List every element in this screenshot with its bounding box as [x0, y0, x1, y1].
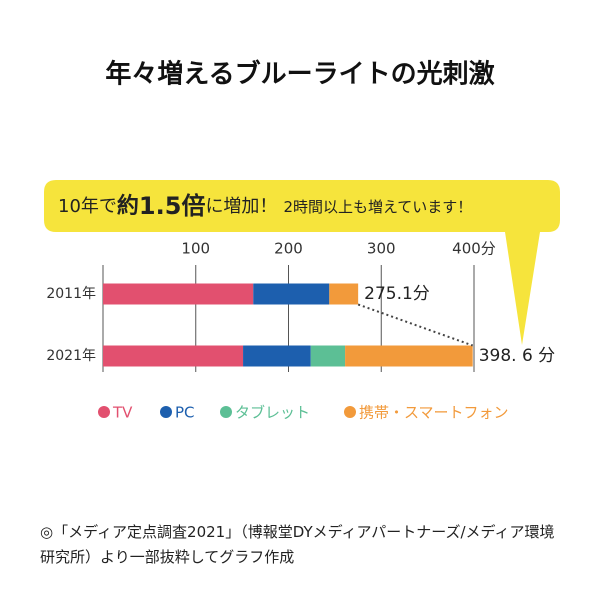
legend-label: PC: [175, 404, 195, 422]
chart-title: 年々増えるブルーライトの光刺激: [105, 59, 494, 90]
legend-marker: [220, 406, 232, 418]
y-tick-label: 2011年: [46, 286, 96, 302]
bar-segment: [253, 283, 330, 305]
callout-text: 10年で約1.5倍に増加！ 2時間以上も増えています！: [58, 192, 472, 220]
callout-part: 1.5倍: [139, 192, 206, 220]
source-note: ◎「メディア定点調査2021」（博報堂DYメディアパートナーズ/メディア環境研究…: [40, 523, 555, 566]
bar-segment: [345, 345, 473, 367]
bar-segment: [310, 345, 346, 367]
callout-part: 約: [117, 193, 139, 219]
bar-segment: [103, 283, 254, 305]
x-tick-label: 200: [274, 240, 303, 258]
total-label: 398. 6 分: [479, 346, 555, 366]
y-tick-label: 2021年: [46, 348, 96, 364]
total-label: 275.1分: [364, 284, 430, 304]
trend-dots: [357, 303, 474, 347]
callout-box: [44, 180, 560, 345]
bar-segment: [329, 283, 359, 305]
legend-marker: [344, 406, 356, 418]
legend-marker: [98, 406, 110, 418]
legend-label: タブレット: [235, 404, 310, 422]
legend-marker: [160, 406, 172, 418]
x-tick-label: 400分: [452, 240, 496, 258]
x-tick-label: 300: [367, 240, 396, 258]
callout-part: に増加！: [205, 196, 277, 217]
bar-segment: [243, 345, 311, 367]
callout-part: 2時間以上も増えています！: [283, 198, 472, 216]
legend-label: TV: [112, 404, 133, 422]
x-tick-label: 100: [181, 240, 210, 258]
legend-label: 携帯・スマートフォン: [359, 404, 509, 422]
bar-segment: [103, 345, 244, 367]
callout-part: 10年で: [58, 196, 117, 217]
